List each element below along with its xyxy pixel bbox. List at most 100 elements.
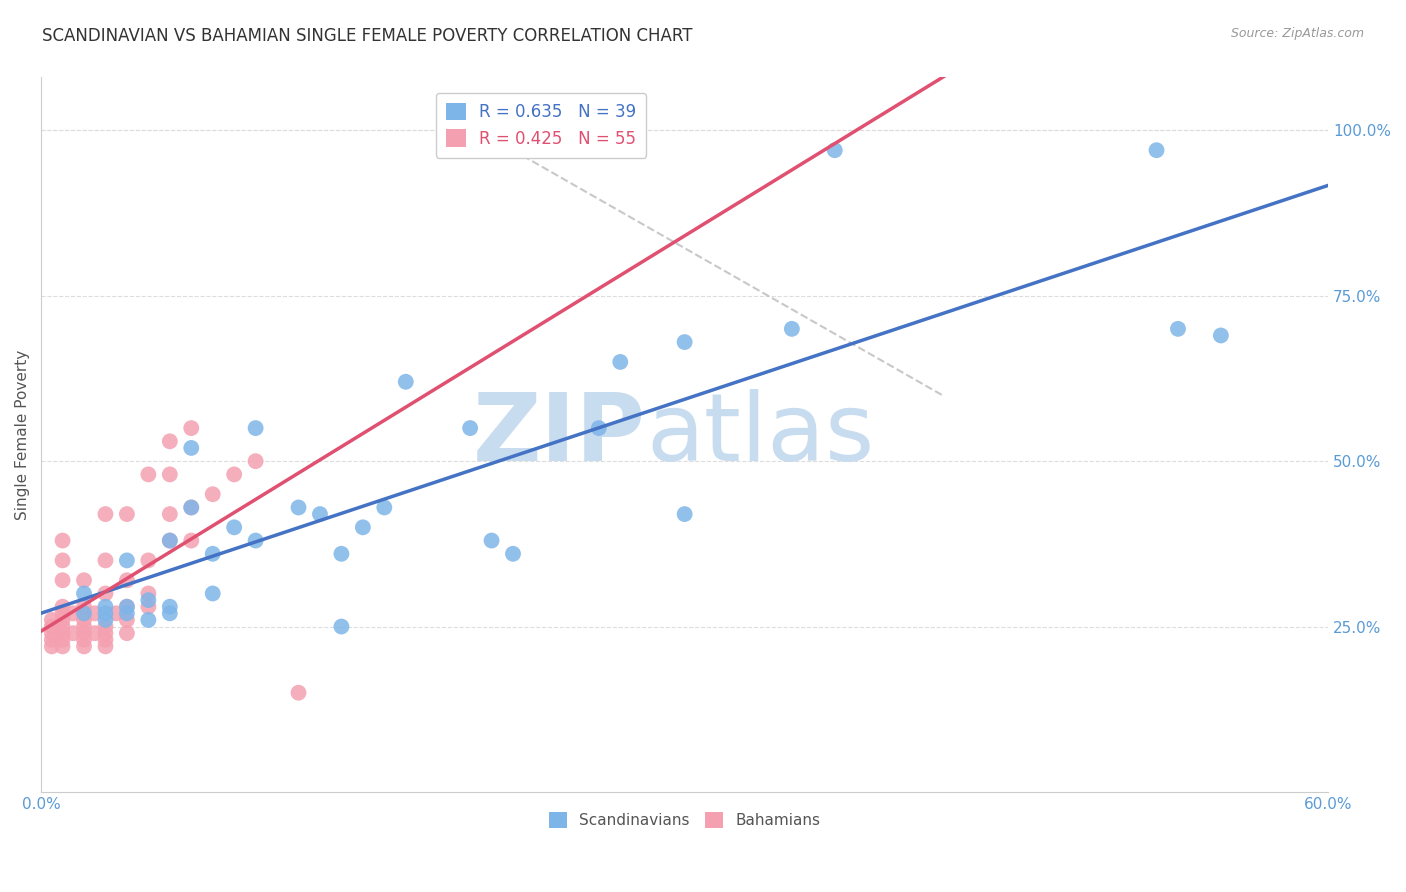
Point [41, 640, 63, 654]
Point [83, 607, 105, 621]
Point [159, 533, 181, 548]
Point [159, 467, 181, 482]
Point [138, 586, 160, 600]
Point [115, 607, 138, 621]
Point [62, 626, 84, 640]
Point [138, 553, 160, 567]
Point [51, 613, 73, 627]
Point [73, 599, 96, 614]
Point [41, 613, 63, 627]
Point [94, 626, 117, 640]
Point [73, 626, 96, 640]
Point [180, 500, 202, 515]
Point [1167, 322, 1189, 336]
Point [1146, 143, 1168, 157]
Point [245, 533, 267, 548]
Point [94, 613, 117, 627]
Point [138, 599, 160, 614]
Point [1209, 328, 1232, 343]
Point [287, 500, 309, 515]
Point [41, 619, 63, 633]
Point [588, 421, 610, 435]
Legend: Scandinavians, Bahamians: Scandinavians, Bahamians [543, 806, 827, 834]
Point [373, 500, 395, 515]
Point [73, 613, 96, 627]
Point [94, 640, 117, 654]
Text: Source: ZipAtlas.com: Source: ZipAtlas.com [1230, 27, 1364, 40]
Point [180, 533, 202, 548]
Point [51, 574, 73, 588]
Text: atlas: atlas [645, 389, 875, 481]
Point [115, 599, 138, 614]
Point [201, 547, 224, 561]
Point [51, 599, 73, 614]
Point [73, 619, 96, 633]
Point [73, 640, 96, 654]
Point [94, 599, 117, 614]
Point [245, 454, 267, 468]
Point [115, 553, 138, 567]
Point [94, 553, 117, 567]
Point [609, 355, 631, 369]
Point [115, 574, 138, 588]
Point [51, 619, 73, 633]
Point [245, 421, 267, 435]
Point [138, 613, 160, 627]
Point [780, 322, 803, 336]
Point [224, 467, 246, 482]
Point [115, 599, 138, 614]
Point [180, 441, 202, 455]
Point [458, 421, 481, 435]
Point [51, 632, 73, 647]
Point [73, 586, 96, 600]
Point [201, 487, 224, 501]
Point [502, 547, 524, 561]
Point [330, 547, 353, 561]
Point [224, 520, 246, 534]
Point [115, 613, 138, 627]
Point [159, 434, 181, 449]
Point [330, 619, 353, 633]
Point [62, 607, 84, 621]
Point [159, 607, 181, 621]
Point [180, 421, 202, 435]
Point [352, 520, 374, 534]
Point [105, 607, 128, 621]
Point [73, 607, 96, 621]
Point [824, 143, 846, 157]
Point [159, 599, 181, 614]
Point [51, 626, 73, 640]
Point [673, 334, 696, 349]
Point [201, 586, 224, 600]
Point [138, 467, 160, 482]
Point [41, 632, 63, 647]
Point [309, 507, 332, 521]
Point [51, 533, 73, 548]
Point [73, 607, 96, 621]
Point [673, 507, 696, 521]
Y-axis label: Single Female Poverty: Single Female Poverty [15, 350, 30, 520]
Point [115, 507, 138, 521]
Point [51, 553, 73, 567]
Point [51, 640, 73, 654]
Point [115, 626, 138, 640]
Point [94, 607, 117, 621]
Point [180, 500, 202, 515]
Point [51, 607, 73, 621]
Point [94, 586, 117, 600]
Point [481, 533, 503, 548]
Point [94, 632, 117, 647]
Point [395, 375, 418, 389]
Point [73, 632, 96, 647]
Point [138, 593, 160, 607]
Text: SCANDINAVIAN VS BAHAMIAN SINGLE FEMALE POVERTY CORRELATION CHART: SCANDINAVIAN VS BAHAMIAN SINGLE FEMALE P… [42, 27, 693, 45]
Point [287, 686, 309, 700]
Point [94, 619, 117, 633]
Point [73, 574, 96, 588]
Point [94, 507, 117, 521]
Point [159, 507, 181, 521]
Point [41, 626, 63, 640]
Point [83, 626, 105, 640]
Text: ZIP: ZIP [474, 389, 645, 481]
Point [159, 533, 181, 548]
